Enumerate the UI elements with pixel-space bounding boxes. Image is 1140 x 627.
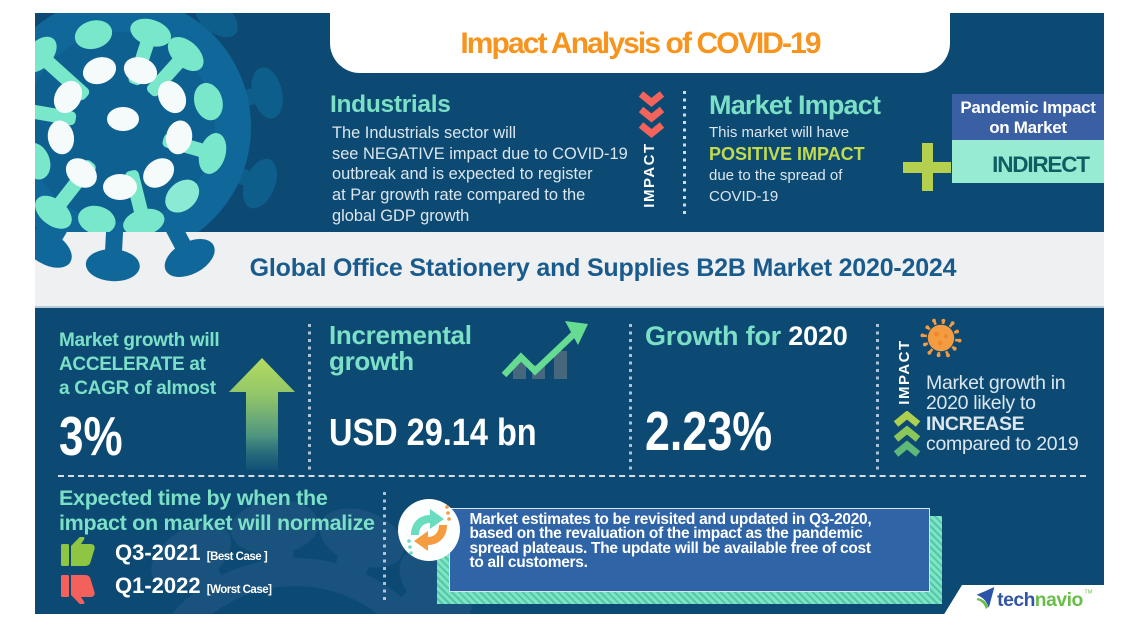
svg-text:tech: tech xyxy=(997,590,1035,611)
svg-text:TM: TM xyxy=(1084,589,1092,595)
svg-text:navio: navio xyxy=(1035,590,1084,611)
